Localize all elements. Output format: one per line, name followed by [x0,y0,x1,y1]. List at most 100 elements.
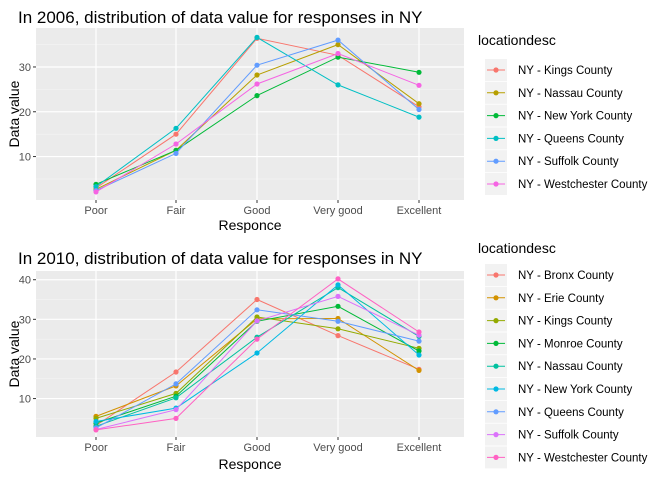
data-point [254,34,260,41]
data-point [335,276,341,282]
x-tick-label: Good [244,205,271,217]
legend: locationdesc NY - Bronx County NY - Erie C… [478,240,648,469]
legend-key-point [493,135,499,141]
legend-label: NY - Bronx County [518,270,614,282]
legend-label: NY - Nassau County [518,88,623,100]
data-point [335,318,341,324]
legend-item: NY - Erie County [485,286,604,309]
data-point [173,369,179,375]
legend: locationdesc NY - Kings County NY - Nassau… [478,32,648,195]
data-point [416,82,422,88]
data-point [416,114,422,120]
data-point [416,106,422,113]
x-tick-label: Good [244,442,271,454]
legend-label: NY - Westchester County [518,452,648,464]
series-ny-westchester-county [93,50,422,195]
data-point [254,350,260,356]
data-point [254,336,260,342]
data-point [335,50,341,57]
legend-item: NY - Suffolk County [485,150,619,173]
data-point [416,69,422,75]
y-axis-title: Data value [6,80,22,147]
chart-title: In 2010, distribution of data value for … [18,249,422,268]
x-tick-label: Excellent [397,442,442,454]
y-tick-label: 30 [19,62,31,74]
data-point [416,367,422,373]
data-point [254,81,260,87]
legend-label: NY - New York County [518,111,632,123]
data-point [254,93,260,99]
legend-label: NY - Nassau County [518,361,623,373]
legend-key-point [493,90,499,96]
legend-item: NY - Monroe County [485,332,623,355]
legend-label: NY - Erie County [518,293,604,305]
data-point [173,150,179,156]
legend-item: NY - Nassau County [485,355,623,378]
legend-label: NY - Monroe County [518,338,623,350]
legend-key-point [493,318,499,324]
legend-label: NY - Suffolk County [518,156,619,168]
legend-key-point [493,363,499,369]
legend-item: NY - Westchester County [485,446,648,469]
series-ny-queens-county [93,34,422,190]
data-point [173,415,179,421]
legend-label: NY - Queens County [518,133,624,145]
legend-key-point [493,272,499,278]
legend-title: locationdesc [478,240,556,256]
chart-title: In 2006, distribution of data value for … [18,8,422,27]
x-tick-label: Very good [313,205,363,217]
data-point [416,101,422,107]
y-tick-label: 30 [19,314,31,326]
y-tick-label: 10 [19,394,31,406]
y-tick-label: 10 [19,152,31,164]
data-point [335,333,341,339]
data-point [173,131,179,137]
y-tick-label: 20 [19,354,31,366]
data-point [173,381,179,387]
x-tick-label: Excellent [397,205,442,217]
legend-item: NY - Queens County [485,127,624,150]
legend-key-point [493,409,499,415]
data-point [335,42,341,48]
legend-key-point [493,67,499,73]
x-tick-label: Fair [167,205,186,217]
legend-item: NY - Kings County [485,309,613,332]
legend-item: NY - New York County [485,378,632,400]
legend-label: NY - Kings County [518,316,613,328]
y-tick-label: 20 [19,107,31,119]
data-point [416,329,422,335]
data-point [416,348,422,354]
legend-item: NY - Westchester County [485,173,648,195]
chart-panel-2: In 2010, distribution of data value for … [6,240,648,472]
legend-key-point [493,295,499,301]
data-point [335,293,341,299]
legend-key-point [493,454,499,460]
legend-item: NY - Nassau County [485,81,623,104]
x-tick-label: Very good [313,442,363,454]
legend-key-point [493,181,499,187]
data-point [335,303,341,309]
y-axis-title: Data value [6,320,22,387]
data-point [335,37,341,43]
legend-label: NY - Queens County [518,407,624,419]
x-tick-label: Poor [84,205,108,217]
legend-item: NY - Suffolk County [485,423,619,446]
chart-panel-1: In 2006, distribution of data value for … [6,8,648,233]
series-ny-new-york-county [93,54,422,187]
x-tick-label: Poor [84,442,108,454]
data-point [173,125,179,131]
data-point [173,395,179,401]
x-tick-label: Fair [167,442,186,454]
data-point [254,318,260,324]
legend-key-point [493,386,499,392]
data-point [335,282,341,288]
x-axis-title: Responce [218,217,281,233]
legend-key-point [493,113,499,119]
legend-item: NY - Queens County [485,400,624,423]
data-point [173,407,179,413]
legend-label: NY - Suffolk County [518,430,619,442]
data-point [335,326,341,332]
x-axis-title: Responce [218,456,281,472]
data-point [254,296,260,303]
